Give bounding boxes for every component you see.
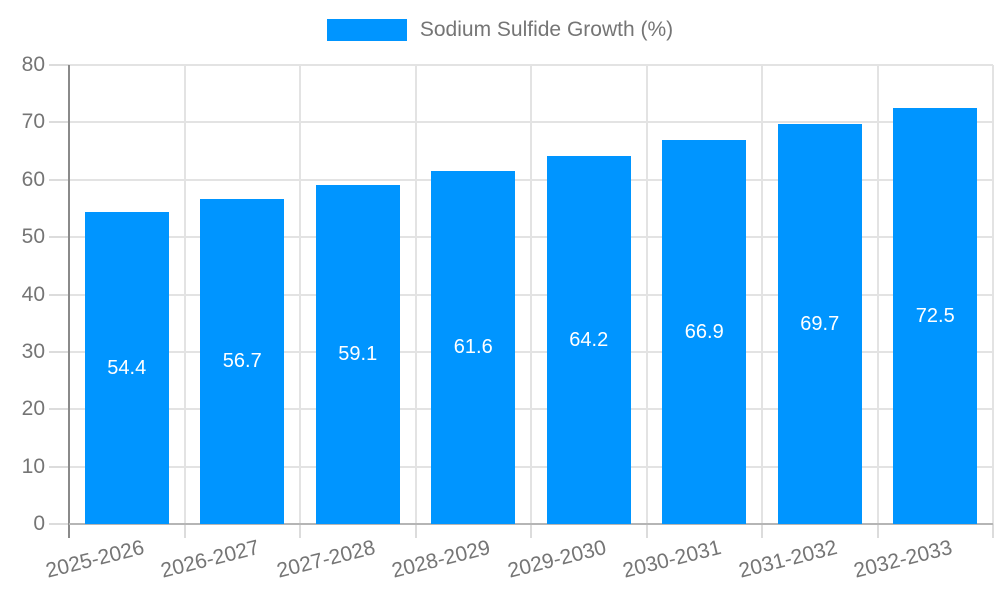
x-axis-tick [876, 524, 879, 538]
bar-value-label: 56.7 [222, 350, 262, 373]
bar [84, 211, 169, 524]
y-axis-line [68, 65, 70, 524]
gridline-vertical [645, 65, 648, 524]
y-axis-tick [49, 465, 69, 468]
y-axis-tick [49, 523, 69, 525]
y-axis-tick-label: 70 [21, 110, 45, 134]
gridline-vertical [530, 65, 532, 524]
y-axis-tick [49, 178, 69, 181]
y-axis-tick-label: 60 [21, 167, 45, 191]
x-axis-tick [530, 524, 532, 538]
bar-value-label: 66.9 [684, 321, 724, 344]
bar-value-label: 61.6 [453, 336, 493, 359]
gridline-vertical [414, 65, 417, 524]
bar [200, 198, 285, 524]
x-axis-tick [992, 524, 994, 538]
gridline-vertical [761, 65, 763, 524]
y-axis-tick-label: 50 [21, 225, 45, 249]
y-axis-tick-label: 30 [21, 339, 45, 363]
legend: Sodium Sulfide Growth (%) [0, 10, 1000, 50]
y-axis-tick-label: 80 [21, 53, 45, 76]
bar [431, 170, 516, 524]
legend-label: Sodium Sulfide Growth (%) [419, 18, 674, 41]
y-axis-tick-label: 10 [21, 454, 45, 478]
x-axis-tick [68, 524, 70, 538]
bar [893, 108, 978, 524]
bar [777, 124, 862, 524]
bar-value-label: 69.7 [800, 313, 840, 336]
y-axis-tick [49, 350, 69, 353]
y-axis-tick-label: 0 [33, 512, 45, 535]
y-axis-tick [49, 408, 69, 411]
y-axis-tick [49, 293, 69, 296]
x-axis-tick [761, 524, 763, 538]
bar [662, 140, 747, 524]
gridline-vertical [876, 65, 879, 524]
gridline-vertical [183, 65, 186, 524]
bar-value-label: 64.2 [569, 328, 609, 351]
x-axis-tick [645, 524, 648, 538]
y-axis-tick [49, 64, 69, 66]
bar [546, 155, 631, 524]
y-axis-tick [49, 236, 69, 239]
x-axis-line [69, 523, 993, 525]
bar [315, 184, 400, 524]
gridline-vertical [299, 65, 301, 524]
y-axis-tick-label: 20 [21, 397, 45, 421]
legend-swatch [326, 19, 407, 41]
bar-value-label: 59.1 [338, 343, 378, 366]
gridline-vertical [992, 65, 994, 524]
y-axis-tick [49, 121, 69, 124]
x-axis-tick [299, 524, 301, 538]
bar-value-label: 72.5 [915, 305, 955, 328]
x-axis-tick [414, 524, 417, 538]
bar-value-label: 54.4 [107, 356, 147, 379]
y-axis-tick-label: 40 [21, 282, 45, 306]
x-axis-tick [183, 524, 186, 538]
